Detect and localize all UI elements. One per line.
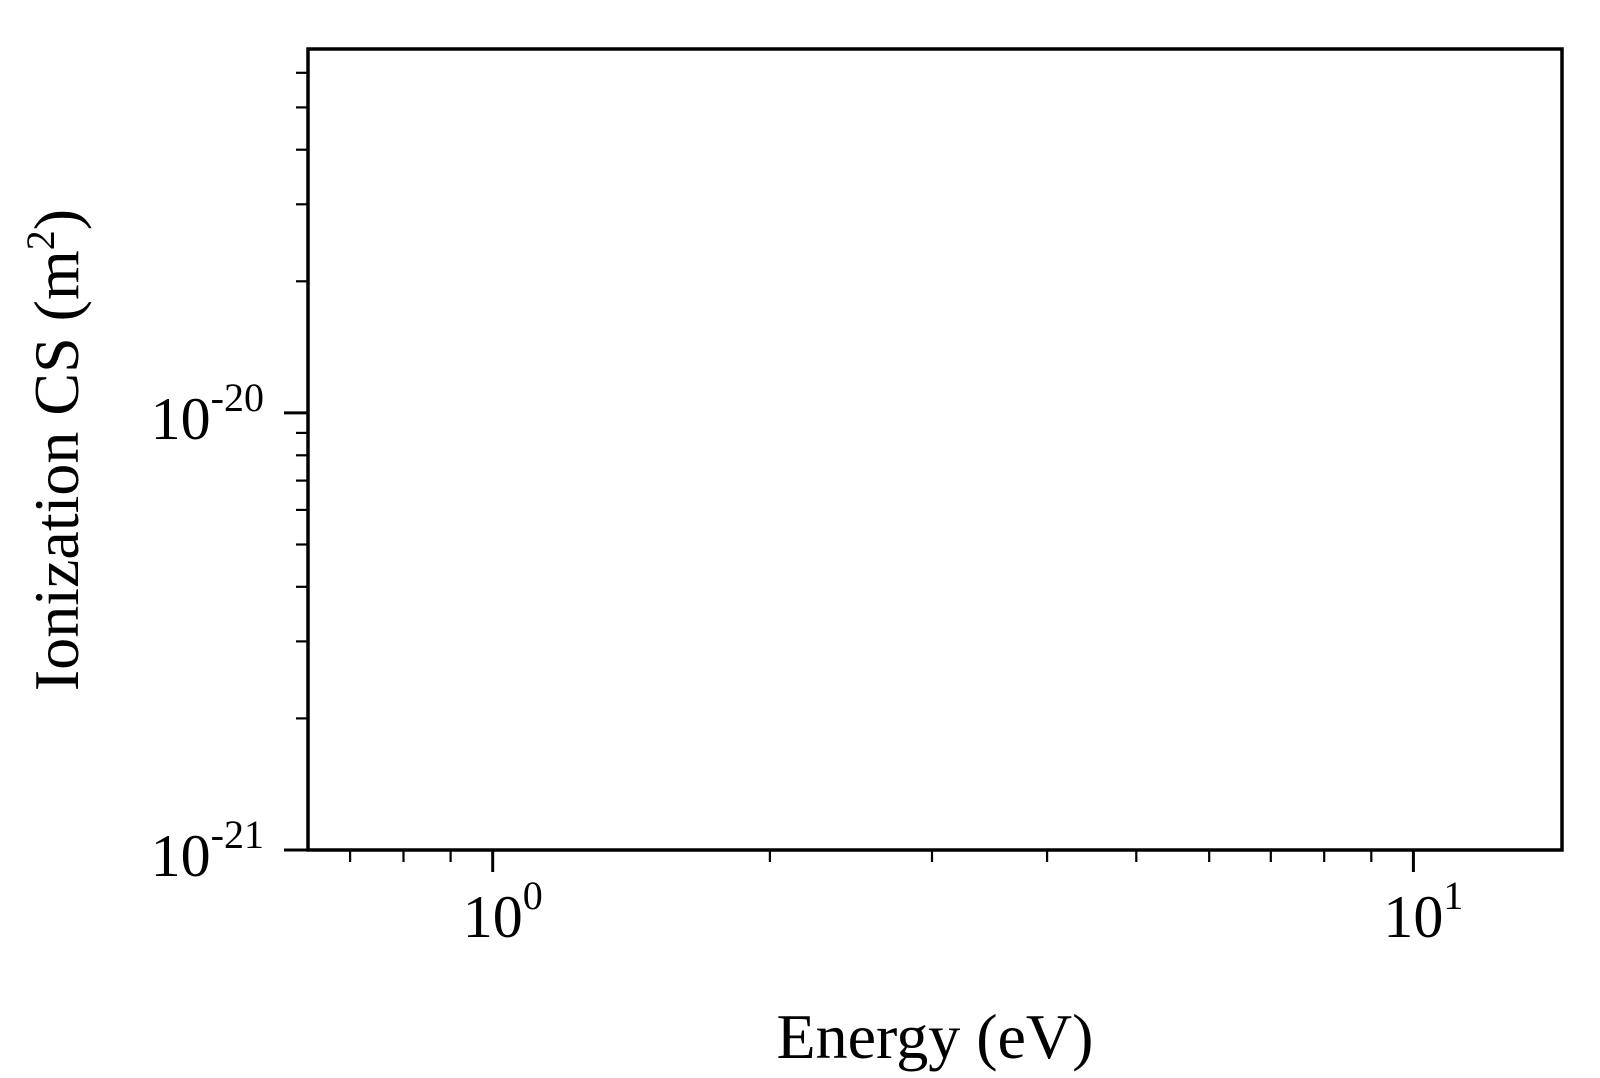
tick-layer [284,71,1415,872]
y-tick-label: 10-20 [151,375,264,452]
x-tick-label: 101 [1383,873,1463,950]
y-tick-label: 10-21 [151,812,264,889]
x-axis-label: Energy (eV) [777,1001,1094,1072]
plot-frame [306,47,1564,852]
x-tick-label: 100 [463,873,543,950]
y-axis-label: Ionization CS (m2) [18,209,92,691]
